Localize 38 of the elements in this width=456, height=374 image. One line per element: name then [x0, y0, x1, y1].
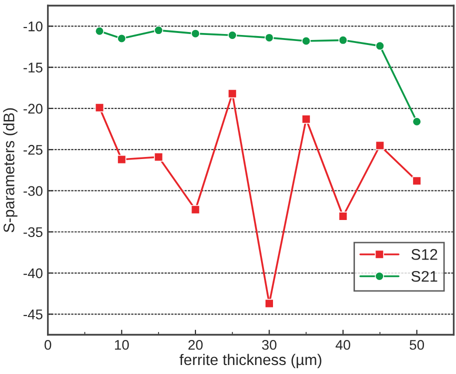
point [117, 154, 126, 164]
point [302, 114, 311, 124]
y-tick-label: -40 [24, 268, 42, 278]
point [375, 41, 385, 51]
point [338, 212, 348, 221]
point [412, 176, 422, 186]
point [94, 26, 104, 36]
point [264, 33, 274, 42]
y-tick-label: -10 [24, 22, 42, 32]
y-tick-label: -30 [24, 186, 42, 196]
point [190, 29, 200, 38]
y-tick-label: -45 [24, 310, 42, 320]
y-tick-label: -20 [24, 104, 42, 114]
y-tick-label: -25 [24, 144, 42, 155]
x-tick-label: 40 [336, 340, 350, 350]
point [190, 205, 200, 214]
point [264, 298, 274, 308]
point [154, 26, 164, 35]
x-axis-title: ferrite thickness (µm) [180, 354, 322, 368]
y-tick-label: -15 [24, 62, 42, 72]
point [375, 140, 385, 150]
y-tick-label: -35 [24, 227, 42, 238]
x-tick-label: 20 [188, 340, 203, 350]
x-tick-label: 10 [115, 340, 129, 350]
point [302, 36, 311, 46]
point [154, 152, 164, 162]
x-tick-label: 50 [410, 340, 424, 350]
x-tick-label: 30 [262, 340, 276, 350]
y-axis-title: S-parameters (dB) [3, 108, 18, 232]
point [228, 30, 237, 40]
point [338, 36, 348, 45]
legend-label: S12 [411, 249, 438, 260]
point [412, 117, 422, 126]
point [228, 89, 237, 98]
point [117, 34, 126, 44]
legend-label: S21 [411, 270, 438, 282]
point [94, 103, 104, 112]
x-tick-label: 0 [44, 340, 52, 350]
